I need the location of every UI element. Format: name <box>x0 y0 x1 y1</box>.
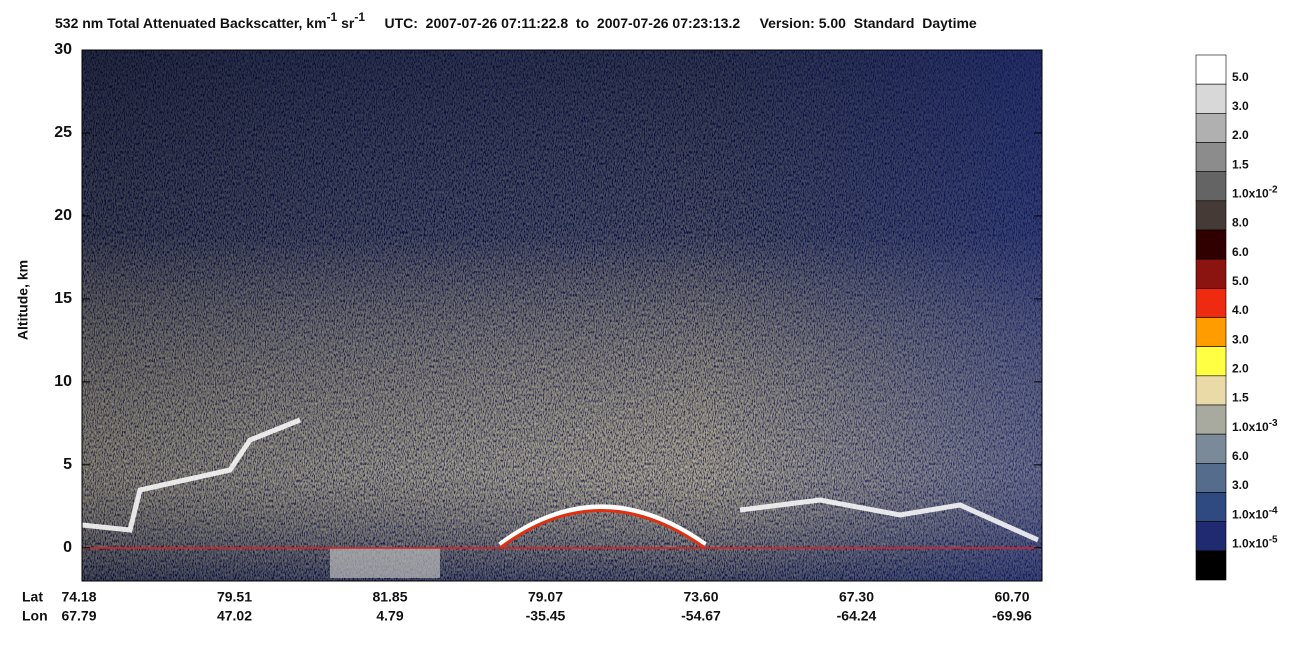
lon-label: Lon <box>22 608 48 624</box>
colorbar-label: 5.0 <box>1232 70 1249 84</box>
plot-area <box>81 49 1043 582</box>
colorbar-label-exponent: -3 <box>1269 417 1278 428</box>
x-tick-label: 67.30 <box>839 589 874 605</box>
colorbar-swatch <box>1195 375 1227 406</box>
colorbar-swatch <box>1195 521 1227 552</box>
colorbar-swatch <box>1195 113 1227 143</box>
colorbar-label: 1.5 <box>1232 157 1249 171</box>
x-tick-label: 4.79 <box>376 608 403 624</box>
colorbar-label-text: 2.0 <box>1232 362 1249 376</box>
colorbar-label-text: 6.0 <box>1232 449 1249 463</box>
colorbar-swatch <box>1195 200 1227 231</box>
colorbar-label-text: 3.0 <box>1232 99 1249 113</box>
cloud-layer <box>739 497 1040 543</box>
colorbar-label-text: 5.0 <box>1232 274 1249 288</box>
colorbar-swatch <box>1195 317 1227 347</box>
y-axis-label: Altitude, km <box>15 260 31 340</box>
y-tick-label: 5 <box>63 456 72 473</box>
cloud-layer <box>498 504 707 548</box>
colorbar-label-text: 1.0x10 <box>1232 420 1269 434</box>
x-tick-label: -69.96 <box>992 608 1032 624</box>
colorbar-label: 6.0 <box>1232 449 1249 463</box>
colorbar-label: 4.0 <box>1232 303 1249 317</box>
colorbar-label-text: 6.0 <box>1232 245 1249 259</box>
colorbar-swatch <box>1195 83 1227 114</box>
colorbar-swatch <box>1195 142 1227 172</box>
y-tick-label: 20 <box>54 207 72 224</box>
colorbar-swatch <box>1195 171 1227 202</box>
y-tick-label: 0 <box>63 539 72 556</box>
colorbar-label: 2.0 <box>1232 362 1249 376</box>
colorbar-label-text: 3.0 <box>1232 332 1249 346</box>
colorbar-label: 3.0 <box>1232 99 1249 113</box>
colorbar-swatch <box>1195 288 1227 318</box>
colorbar-label-exponent: -4 <box>1269 505 1278 516</box>
colorbar-label-text: 8.0 <box>1232 216 1249 230</box>
y-tick-label: 15 <box>54 290 72 307</box>
colorbar-label-text: 1.5 <box>1232 391 1249 405</box>
plot-frame <box>81 49 1043 582</box>
colorbar-label-text: 1.0x10 <box>1232 537 1269 551</box>
colorbar-swatch <box>1195 463 1227 493</box>
x-tick-label: 67.79 <box>61 608 96 624</box>
x-tick-label: 60.70 <box>994 589 1029 605</box>
colorbar-swatch <box>1195 550 1227 581</box>
colorbar-label: 1.0x10-3 <box>1232 417 1278 434</box>
colorbar-label-text: 4.0 <box>1232 303 1249 317</box>
chart-title: 532 nm Total Attenuated Backscatter, km-… <box>55 10 977 31</box>
colorbar-label: 1.0x10-4 <box>1232 505 1278 522</box>
colorbar-label: 3.0 <box>1232 332 1249 346</box>
backscatter-shading <box>82 50 1042 581</box>
colorbar-label-exponent: -2 <box>1269 184 1278 195</box>
cloud-layer <box>499 509 706 550</box>
colorbar-label: 1.0x10-2 <box>1232 184 1278 201</box>
colorbar-label: 3.0 <box>1232 478 1249 492</box>
colorbar-label-text: 2.0 <box>1232 128 1249 142</box>
colorbar-label-text: 1.0x10 <box>1232 187 1269 201</box>
colorbar-label: 8.0 <box>1232 216 1249 230</box>
x-tick-label: -54.67 <box>681 608 721 624</box>
colorbar-swatch <box>1195 404 1227 435</box>
x-tick-label: 74.18 <box>61 589 96 605</box>
colorbar-swatch <box>1195 229 1227 260</box>
colorbar-label-text: 3.0 <box>1232 478 1249 492</box>
x-tick-label: 73.60 <box>683 589 718 605</box>
colorbar-swatch <box>1195 433 1227 464</box>
x-tick-label: -64.24 <box>837 608 877 624</box>
colorbar-swatch <box>1195 258 1227 289</box>
colorbar-swatch <box>1195 54 1227 85</box>
lat-label: Lat <box>22 589 43 605</box>
x-tick-label: 81.85 <box>372 589 407 605</box>
colorbar-swatch <box>1195 346 1227 377</box>
x-tick-label: 47.02 <box>217 608 252 624</box>
colorbar-label: 5.0 <box>1232 274 1249 288</box>
cloud-layer <box>81 417 301 533</box>
y-tick-label: 10 <box>54 373 72 390</box>
x-tick-label: 79.51 <box>217 589 252 605</box>
colorbar-label: 2.0 <box>1232 128 1249 142</box>
surface-return <box>330 548 440 578</box>
colorbar-label-text: 5.0 <box>1232 70 1249 84</box>
y-tick-label: 25 <box>54 124 72 141</box>
colorbar-label: 1.0x10-5 <box>1232 534 1278 551</box>
x-tick-label: 79.07 <box>528 589 563 605</box>
colorbar-label-exponent: -5 <box>1269 534 1278 545</box>
colorbar-label: 1.5 <box>1232 391 1249 405</box>
y-tick-label: 30 <box>54 41 72 58</box>
colorbar-label-text: 1.5 <box>1232 157 1249 171</box>
x-tick-label: -35.45 <box>526 608 566 624</box>
colorbar-label: 6.0 <box>1232 245 1249 259</box>
colorbar-swatch <box>1195 492 1227 522</box>
colorbar-label-text: 1.0x10 <box>1232 507 1269 521</box>
